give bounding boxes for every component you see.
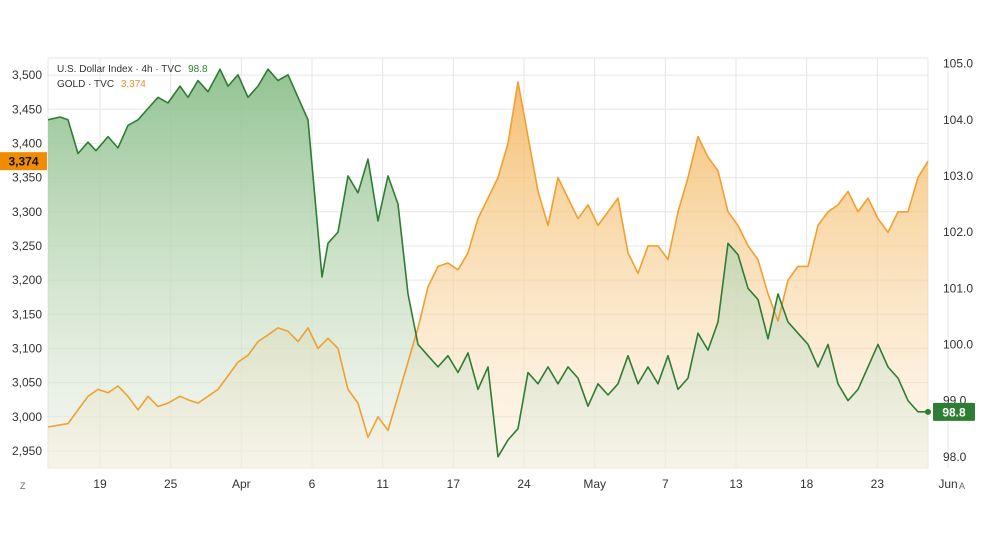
legend-dxy-label: U.S. Dollar Index · 4h · TVC — [57, 64, 182, 75]
legend-dxy: U.S. Dollar Index · 4h · TVC 98.8 — [57, 64, 208, 75]
gold-current-label: 3,374 — [8, 155, 38, 169]
right-tick-label: 101.0 — [943, 281, 973, 295]
x-tick-label: 25 — [164, 477, 178, 491]
left-axis: 3,500 3,450 3,400 3,350 3,300 3,250 3,200 3,150… — [12, 68, 42, 458]
left-tick-label: 3,400 — [12, 136, 42, 150]
x-tick-label: Apr — [232, 477, 251, 491]
current-markers: 3,374 98.8 — [0, 152, 975, 421]
right-tick-label: 105.0 — [943, 57, 973, 71]
corner-right-label[interactable]: A — [959, 481, 965, 491]
right-tick-label: 102.0 — [943, 225, 973, 239]
legend-gold-value: 3,374 — [120, 79, 146, 90]
right-tick-label: 100.0 — [943, 337, 973, 351]
left-tick-label: 3,000 — [12, 410, 42, 424]
left-tick-label: 3,300 — [12, 205, 42, 219]
right-tick-label: 103.0 — [943, 169, 973, 183]
left-tick-label: 3,450 — [12, 102, 42, 116]
left-tick-label: 3,150 — [12, 307, 42, 321]
x-tick-label: 7 — [662, 477, 669, 491]
right-tick-label: 98.0 — [943, 450, 967, 464]
left-tick-label: 3,050 — [12, 376, 42, 390]
x-tick-label: 23 — [871, 477, 885, 491]
left-tick-label: 3,100 — [12, 341, 42, 355]
legend-gold: GOLD · TVC 3,374 — [57, 79, 146, 90]
areas — [48, 69, 928, 469]
x-tick-label: 18 — [800, 477, 814, 491]
left-tick-label: 3,500 — [12, 68, 42, 82]
x-tick-label: 11 — [376, 477, 389, 491]
left-tick-label: 3,200 — [12, 273, 42, 287]
dxy-last-point — [925, 408, 931, 415]
right-tick-label: 104.0 — [943, 113, 973, 127]
x-tick-label: 19 — [93, 477, 107, 491]
dxy-current-label: 98.8 — [942, 405, 966, 419]
x-tick-label: 17 — [447, 477, 461, 491]
legend-dxy-value: 98.8 — [188, 64, 208, 75]
gold-line — [47, 81, 929, 439]
dxy-line — [47, 68, 928, 458]
x-tick-label: Jun — [938, 477, 957, 491]
x-axis: 19 25 Apr 6 11 17 24 May 7 13 18 23 Jun — [93, 477, 957, 491]
x-tick-label: May — [583, 477, 606, 491]
left-tick-label: 3,350 — [12, 171, 42, 185]
left-tick-label: 3,250 — [12, 239, 42, 253]
gold-current-badge — [0, 152, 47, 171]
corner-left-label[interactable]: Z — [20, 481, 26, 491]
x-tick-label: 6 — [309, 477, 316, 491]
dxy-current-badge — [933, 402, 975, 421]
lines — [47, 68, 929, 458]
dxy-area — [48, 69, 928, 468]
left-tick-label: 2,950 — [12, 444, 42, 458]
x-tick-label: 24 — [517, 477, 531, 491]
legend-gold-label: GOLD · TVC — [57, 79, 115, 90]
x-tick-label: 13 — [729, 477, 743, 491]
